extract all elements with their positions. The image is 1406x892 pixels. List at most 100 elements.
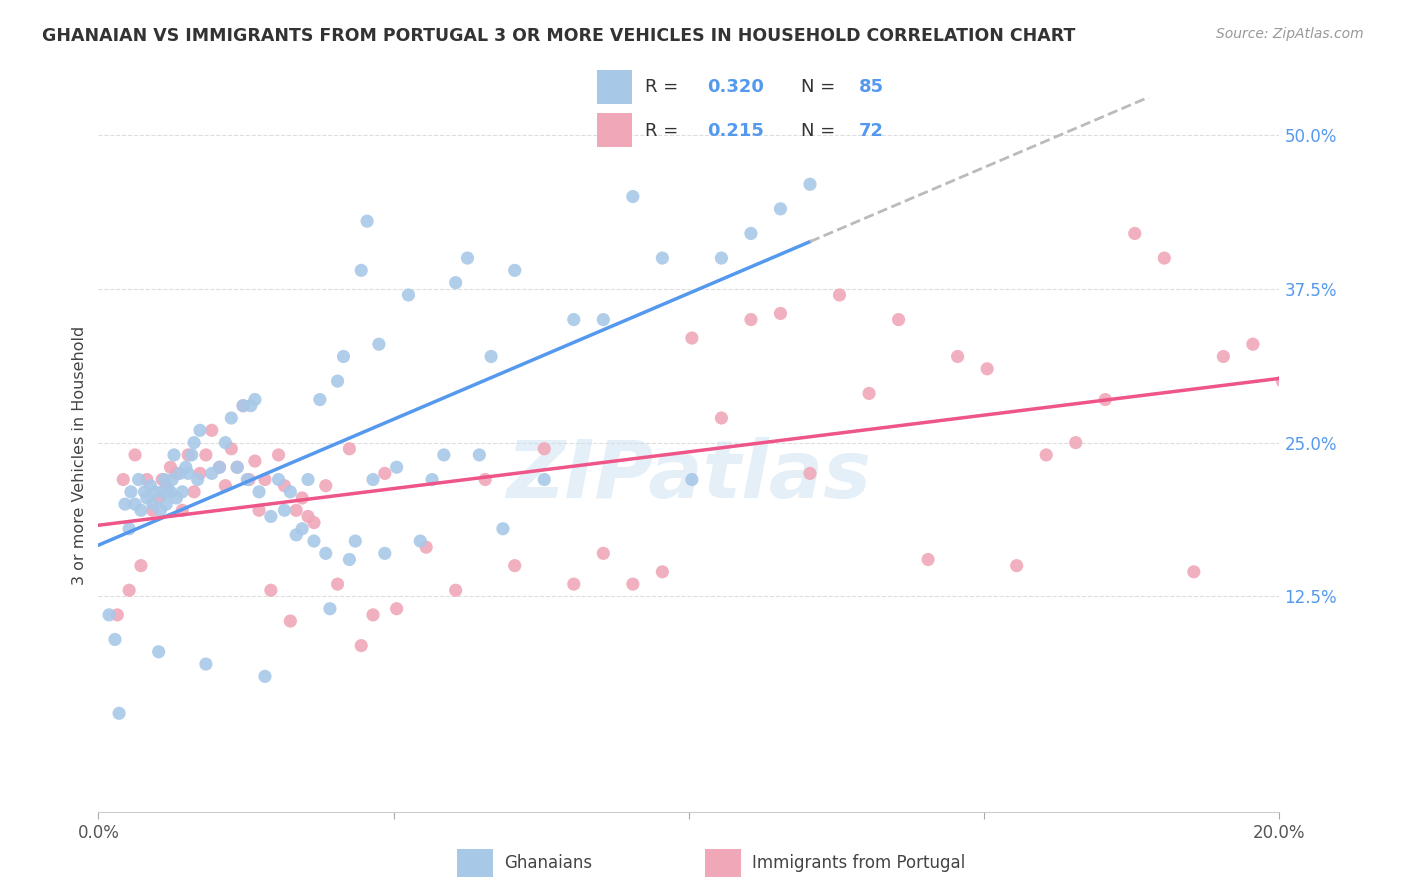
Point — [194, 657, 217, 671]
Point — [129, 503, 152, 517]
Text: 85: 85 — [859, 78, 884, 96]
Point — [361, 607, 384, 622]
Point — [562, 577, 585, 591]
Point — [1153, 251, 1175, 265]
Point — [260, 509, 283, 524]
Point — [350, 639, 373, 653]
Point — [174, 460, 197, 475]
Point — [533, 442, 555, 456]
Point — [135, 473, 157, 487]
Point — [456, 251, 478, 265]
Point — [150, 473, 173, 487]
Point — [118, 522, 141, 536]
Point — [302, 534, 325, 549]
Point — [285, 528, 308, 542]
Point — [124, 497, 146, 511]
Point — [562, 312, 585, 326]
Point — [183, 435, 205, 450]
Point — [621, 577, 644, 591]
Point — [374, 546, 396, 560]
Point — [188, 423, 211, 437]
Point — [592, 546, 614, 560]
Point — [180, 448, 202, 462]
Point — [243, 454, 266, 468]
Point — [361, 473, 384, 487]
Point — [474, 473, 496, 487]
Point — [492, 522, 515, 536]
Point — [385, 601, 408, 615]
Bar — [598, 70, 631, 104]
Point — [194, 448, 217, 462]
Point — [208, 460, 231, 475]
Point — [291, 522, 314, 536]
Point — [172, 503, 194, 517]
Point — [112, 473, 135, 487]
Point — [592, 312, 614, 326]
Text: R =: R = — [645, 78, 685, 96]
Text: Immigrants from Portugal: Immigrants from Portugal — [752, 854, 966, 872]
Point — [148, 491, 170, 505]
Point — [226, 460, 249, 475]
Point — [621, 189, 644, 203]
Point — [247, 484, 270, 499]
Point — [155, 478, 177, 492]
Point — [533, 473, 555, 487]
Point — [260, 583, 283, 598]
Point — [297, 473, 319, 487]
Text: 0.320: 0.320 — [707, 78, 765, 96]
Point — [177, 467, 200, 481]
Point — [128, 473, 150, 487]
Point — [315, 546, 337, 560]
Point — [139, 478, 162, 492]
Text: Ghanaians: Ghanaians — [505, 854, 592, 872]
Point — [238, 473, 260, 487]
Point — [433, 448, 456, 462]
Point — [214, 478, 236, 492]
Point — [1182, 565, 1205, 579]
Point — [337, 552, 360, 566]
Text: N =: N = — [800, 78, 841, 96]
Point — [108, 706, 131, 721]
Point — [302, 516, 325, 530]
Bar — [457, 849, 492, 877]
Bar — [706, 849, 741, 877]
Point — [267, 448, 290, 462]
Y-axis label: 3 or more Vehicles in Household: 3 or more Vehicles in Household — [72, 326, 87, 584]
Point — [118, 583, 141, 598]
Point — [315, 478, 337, 492]
Point — [188, 467, 211, 481]
Point — [219, 411, 243, 425]
Point — [1241, 337, 1264, 351]
Point — [479, 350, 502, 364]
Point — [1035, 448, 1057, 462]
Point — [163, 448, 186, 462]
Point — [740, 227, 762, 241]
Point — [319, 601, 342, 615]
Point — [114, 497, 136, 511]
Point — [165, 467, 187, 481]
Point — [104, 632, 127, 647]
Point — [409, 534, 432, 549]
Point — [148, 645, 170, 659]
Point — [332, 350, 354, 364]
Point — [368, 337, 391, 351]
Text: R =: R = — [645, 122, 690, 140]
Point — [155, 497, 177, 511]
Point — [142, 497, 165, 511]
Point — [887, 312, 910, 326]
Point — [219, 442, 243, 456]
Point — [420, 473, 443, 487]
Point — [143, 484, 166, 499]
Point — [278, 484, 302, 499]
Point — [976, 361, 998, 376]
Point — [201, 423, 224, 437]
Point — [326, 577, 349, 591]
Point — [165, 491, 187, 505]
Point — [124, 448, 146, 462]
Point — [232, 399, 254, 413]
Point — [253, 473, 276, 487]
Point — [681, 473, 703, 487]
Text: 72: 72 — [859, 122, 884, 140]
Point — [1123, 227, 1146, 241]
Point — [208, 460, 231, 475]
